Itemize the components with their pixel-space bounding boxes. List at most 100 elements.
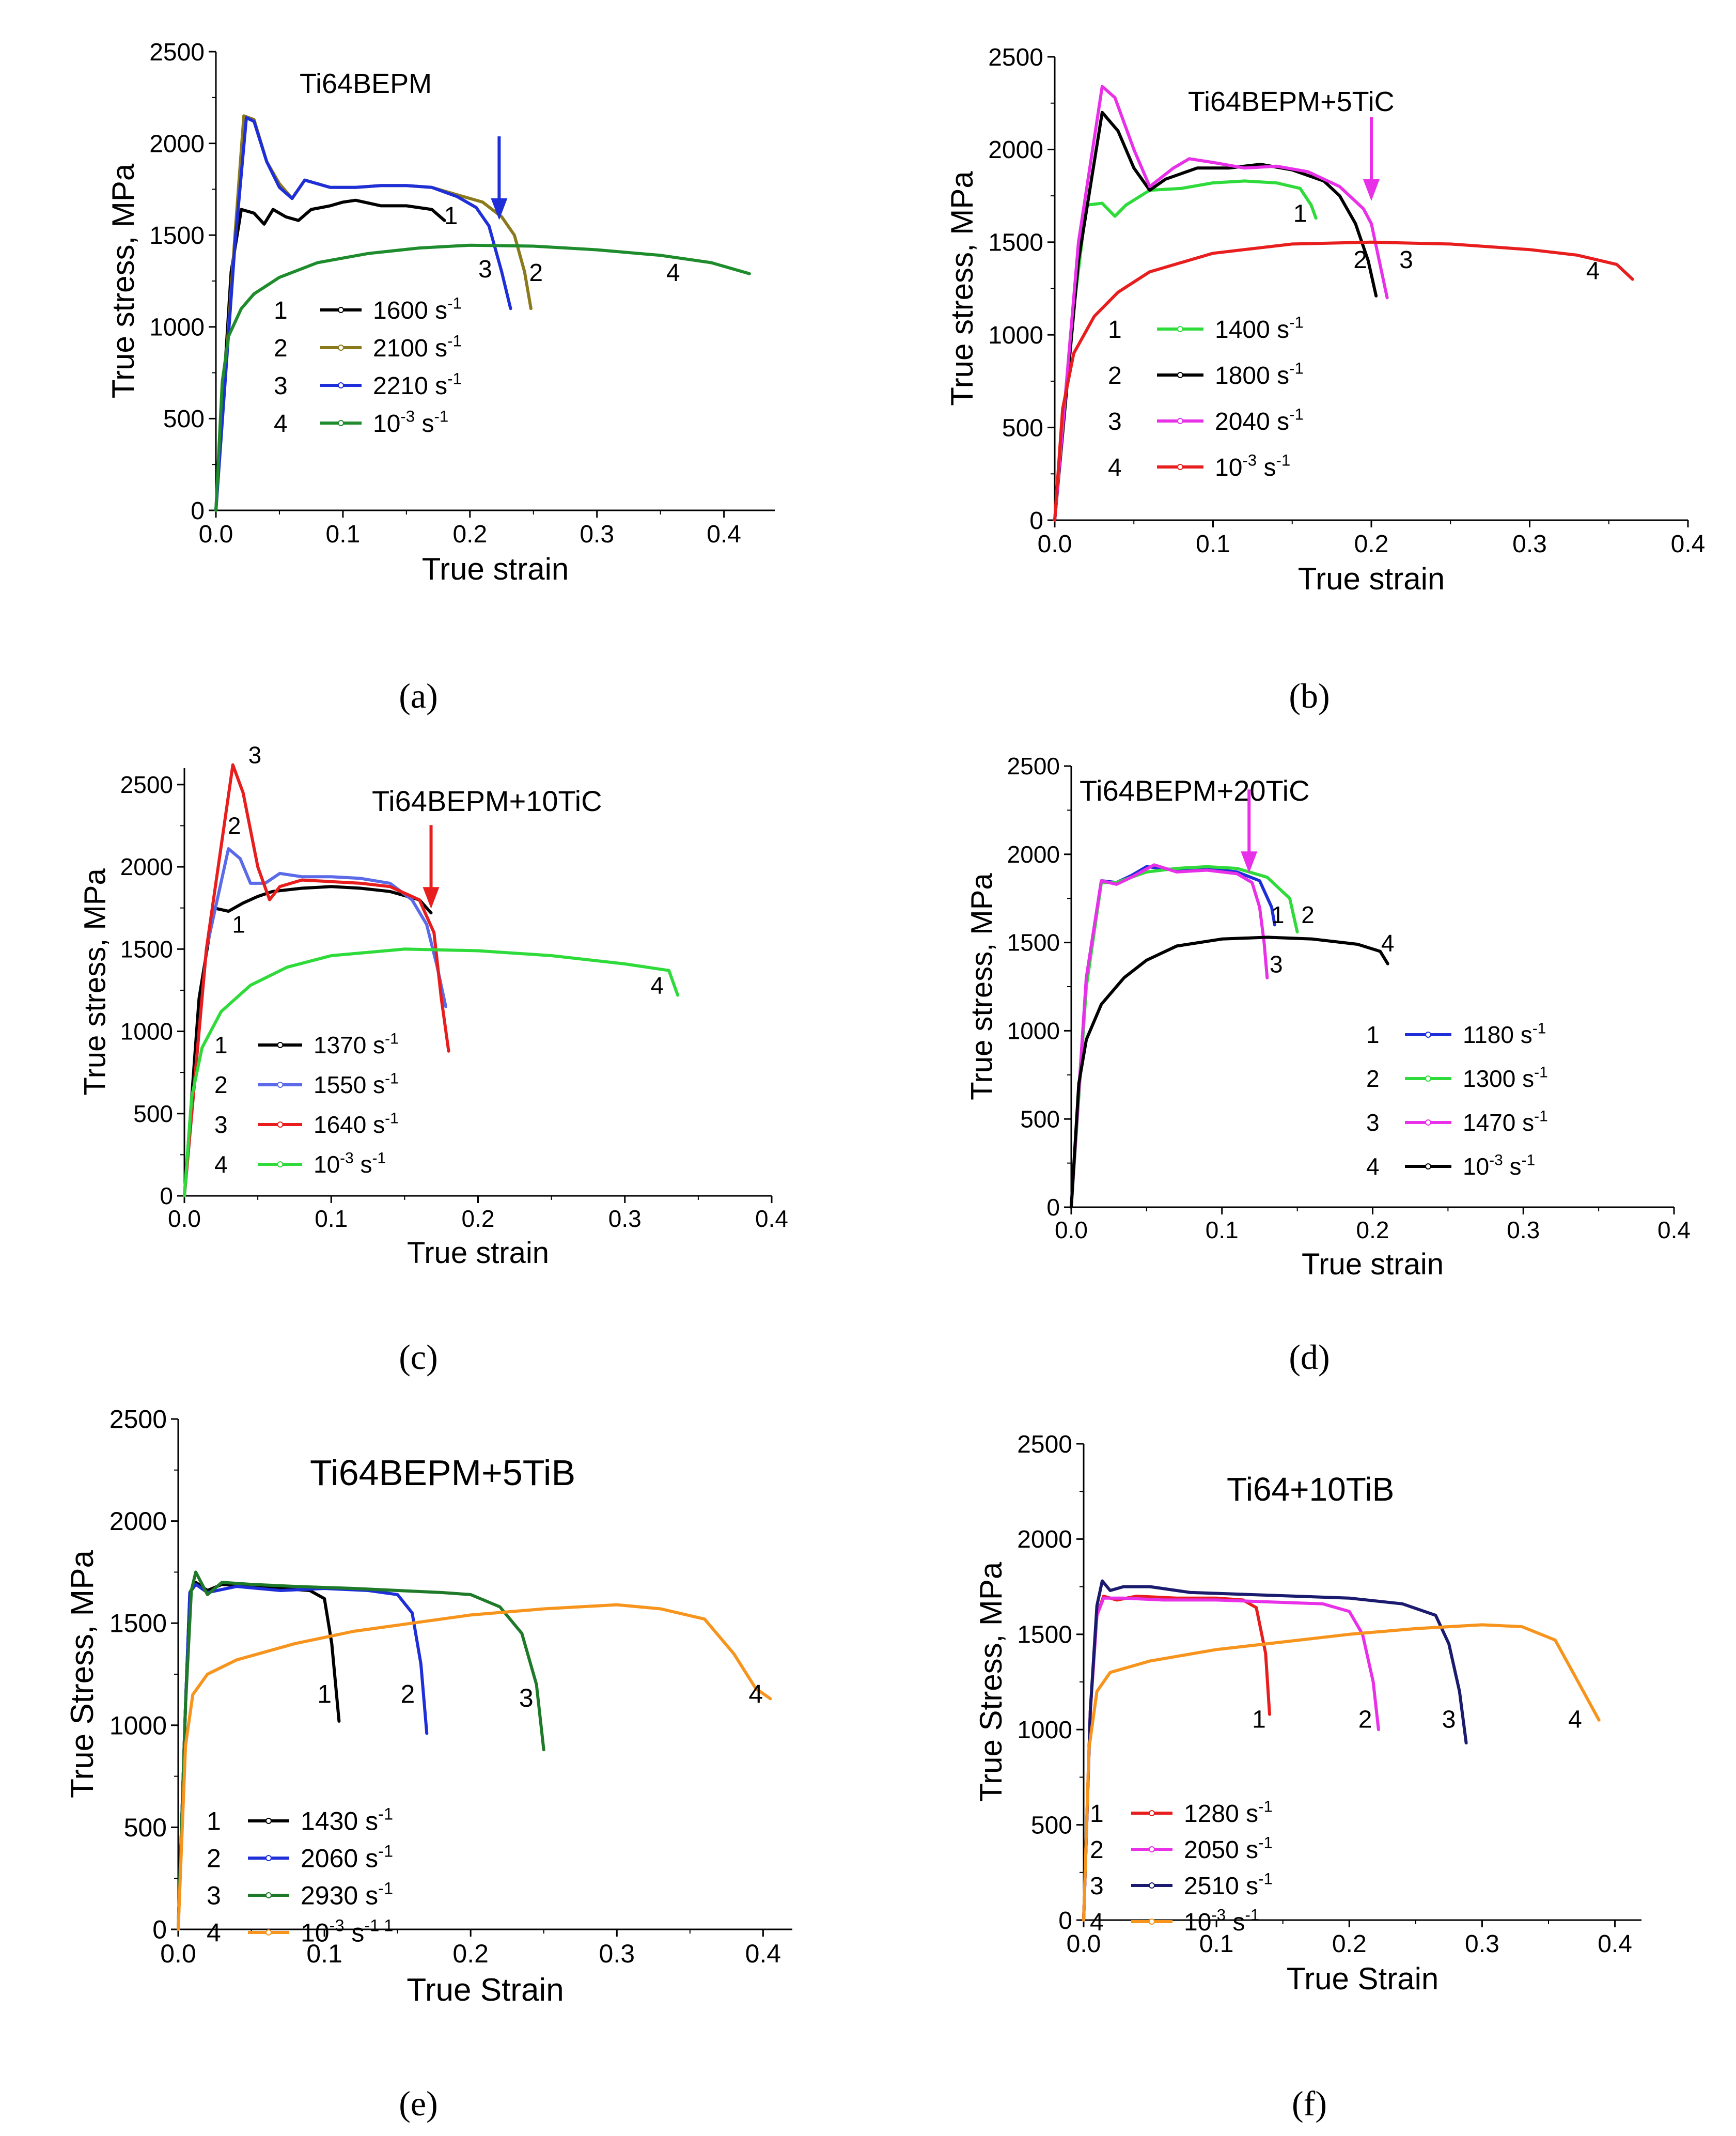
legend-number: 3 xyxy=(1090,1873,1104,1900)
legend-marker xyxy=(338,382,344,388)
legend-number: 3 xyxy=(274,372,288,400)
legend-label-main: 1550 s xyxy=(314,1071,385,1098)
legend-label-unit-sup: -1 xyxy=(1276,451,1290,470)
legend-number: 2 xyxy=(1366,1065,1380,1092)
legend-marker xyxy=(338,307,344,313)
legend-marker xyxy=(1425,1163,1431,1170)
x-tick-label: 0.3 xyxy=(1512,531,1547,558)
legend-number: 2 xyxy=(214,1071,228,1098)
legend-number: 3 xyxy=(1366,1109,1380,1136)
y-axis-title: True stress, MPa xyxy=(965,873,998,1100)
y-tick-label: 2500 xyxy=(120,771,173,798)
x-axis-title: True strain xyxy=(1302,1248,1444,1281)
legend-label-main: 2930 s xyxy=(301,1881,378,1910)
y-tick-label: 2500 xyxy=(1017,1431,1072,1458)
series-line-3 xyxy=(1070,863,1269,1209)
legend-label-sup: -3 xyxy=(1242,451,1257,470)
series-line-3 xyxy=(1053,85,1389,522)
y-tick-label: 1000 xyxy=(110,1711,167,1740)
legend-number: 4 xyxy=(207,1919,221,1947)
legend-label-unit: s xyxy=(345,1919,365,1947)
legend-label-sup: -1 xyxy=(385,1070,399,1087)
legend-label-main: 10 xyxy=(1463,1153,1489,1180)
legend-label: 1600 s-1 xyxy=(373,294,462,324)
legend-label-unit-sup: -1 xyxy=(434,408,448,426)
x-axis-title: True Strain xyxy=(1287,1961,1439,1996)
series-end-label-2: 2 xyxy=(228,812,241,839)
legend-label: 2510 s-1 xyxy=(1184,1870,1273,1900)
legend-marker xyxy=(277,1082,284,1088)
series-line-3 xyxy=(183,763,450,1197)
x-tick-label: 0.2 xyxy=(1354,531,1389,558)
x-tick-label: 0.4 xyxy=(1671,531,1706,558)
arrow-head-icon xyxy=(491,198,508,220)
series-end-label-3: 3 xyxy=(248,741,262,768)
legend-label-sup: -1 xyxy=(1289,314,1304,332)
series-end-label-3: 3 xyxy=(1442,1706,1456,1734)
legend-label-main: 2060 s xyxy=(301,1844,378,1873)
y-tick-label: 0 xyxy=(160,1182,173,1209)
series-end-label-1: 1 xyxy=(1252,1706,1266,1734)
legend-marker xyxy=(1177,326,1183,332)
legend-label-sup: -1 xyxy=(1258,1870,1273,1888)
series-line-1 xyxy=(214,198,446,512)
panel-f: 0.0 0.1 0.2 0.3 0.4 0 500 1000 1500 2000 2500 True … xyxy=(974,1431,1641,1996)
y-tick-label: 2000 xyxy=(1007,841,1060,868)
legend-label-main: 2040 s xyxy=(1215,408,1289,435)
series-line-4 xyxy=(1082,1623,1601,1922)
legend-label-sup: -1 xyxy=(385,1031,399,1048)
legend-number: 4 xyxy=(274,410,288,438)
y-tick-label: 1500 xyxy=(120,936,173,962)
x-axis-title: True strain xyxy=(1298,562,1445,596)
legend-label: 2100 s-1 xyxy=(373,332,462,362)
legend-label-unit: s xyxy=(415,410,434,438)
legend-label-sup: -1 xyxy=(1258,1798,1273,1816)
x-axis-title: True strain xyxy=(422,552,569,586)
legend-label: 1280 s-1 xyxy=(1184,1798,1273,1828)
legend-number: 4 xyxy=(214,1151,228,1178)
legend-label-sup: -1 xyxy=(1534,1064,1548,1081)
legend-label: 10-3 s-1 xyxy=(373,408,448,438)
y-tick-label: 1000 xyxy=(149,314,205,341)
y-tick-label: 1000 xyxy=(120,1018,173,1045)
y-tick-label: 0 xyxy=(152,1915,167,1944)
series-end-label-3: 3 xyxy=(519,1683,534,1712)
legend-marker xyxy=(338,420,344,426)
panel-c: 0.0 0.1 0.2 0.3 0.4 0 500 1000 1500 2000 2500 True … xyxy=(78,741,788,1270)
legend-label-main: 1400 s xyxy=(1215,316,1289,344)
legend-label: 2040 s-1 xyxy=(1215,406,1304,435)
legend-marker xyxy=(1425,1032,1431,1038)
legend-label-main: 1430 s xyxy=(301,1807,378,1836)
legend-label: 1430 s-1 xyxy=(301,1805,393,1836)
x-tick-label: 0.0 xyxy=(1055,1217,1088,1243)
legend-label: 10-3 s-1 xyxy=(1215,451,1290,481)
legend-label-unit: s xyxy=(354,1151,372,1178)
series-line-2 xyxy=(1053,111,1378,522)
x-tick-label: 0.1 xyxy=(1196,531,1230,558)
x-tick-label: 0.4 xyxy=(745,1939,781,1968)
legend-label: 2210 s-1 xyxy=(373,370,462,400)
legend-label: 10-3 s-1 xyxy=(1184,1906,1259,1936)
series-end-label-4: 4 xyxy=(1586,258,1600,285)
panel-label-d: (d) xyxy=(1289,1337,1330,1377)
y-tick-label: 2500 xyxy=(1007,753,1060,779)
y-tick-label: 1500 xyxy=(110,1609,167,1638)
legend-label-sup: -3 xyxy=(1211,1906,1226,1924)
series-end-label-1: 1 xyxy=(317,1679,332,1708)
legend-marker xyxy=(265,1818,272,1824)
legend-number: 3 xyxy=(214,1111,228,1138)
panel-label-b: (b) xyxy=(1289,676,1330,715)
legend-label: 1180 s-1 xyxy=(1463,1020,1546,1048)
legend-marker xyxy=(265,1855,272,1861)
chart-title: Ti64BEPM+5TiC xyxy=(1188,86,1395,117)
y-axis-title: True Stress, MPa xyxy=(65,1550,100,1798)
x-tick-label: 0.3 xyxy=(1465,1930,1499,1958)
chart-title: Ti64+10TiB xyxy=(1227,1471,1394,1508)
arrow-head-icon xyxy=(423,887,440,909)
legend-label-main: 1300 s xyxy=(1463,1065,1534,1092)
y-tick-label: 2500 xyxy=(149,39,205,66)
legend-label-sup: -1 xyxy=(385,1110,399,1127)
legend-number: 2 xyxy=(1090,1836,1104,1864)
panel-label-f: (f) xyxy=(1292,2084,1327,2123)
series-end-label-4: 4 xyxy=(1568,1706,1582,1734)
